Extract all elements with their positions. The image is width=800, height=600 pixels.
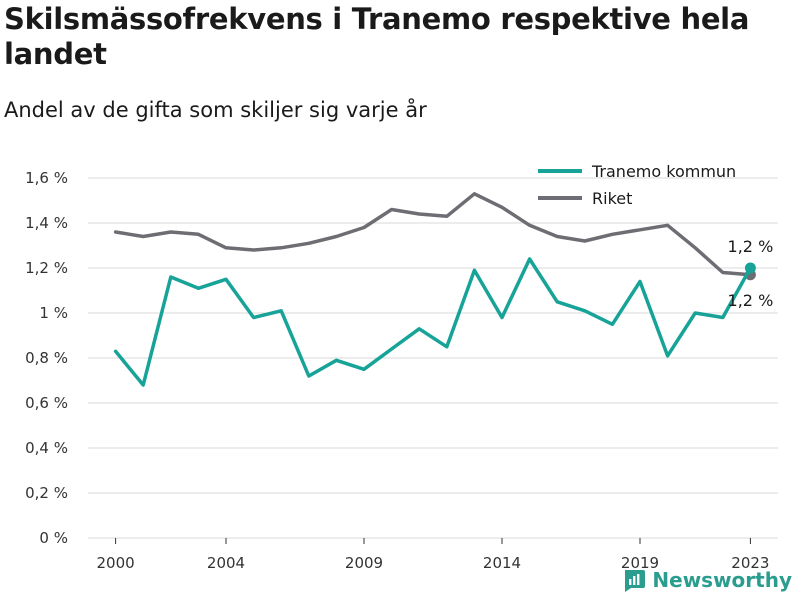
series-lines — [113, 192, 756, 387]
x-tick-label: 2023 — [731, 554, 769, 572]
end-label-riket: 1,2 % — [728, 291, 774, 310]
y-tick-label: 0,8 % — [25, 349, 68, 367]
data-point-tranemo-kommun — [744, 262, 756, 274]
x-tick-label: 2009 — [345, 554, 383, 572]
y-tick-label: 1 % — [39, 304, 68, 322]
x-tick-label: 2000 — [97, 554, 135, 572]
brand-name: Newsworthy — [652, 568, 792, 592]
end-labels: 1,2 % 1,2 % — [728, 237, 774, 310]
legend-label: Riket — [592, 189, 632, 208]
y-tick-label: 1,4 % — [25, 214, 68, 232]
x-tick-label: 2019 — [621, 554, 659, 572]
x-tick-label: 2014 — [483, 554, 521, 572]
legend-label: Tranemo kommun — [591, 162, 736, 181]
y-tick-label: 0,2 % — [25, 484, 68, 502]
legend: Tranemo kommun Riket — [538, 162, 736, 208]
chart-title: Skilsmässofrekvens i Tranemo respektive … — [4, 2, 750, 71]
series-line-tranemo-kommun — [113, 257, 753, 387]
x-tick-label: 2004 — [207, 554, 245, 572]
end-label-tranemo-kommun: 1,2 % — [728, 237, 774, 256]
chart-subtitle: Andel av de gifta som skiljer sig varje … — [4, 98, 427, 122]
y-tick-label: 0,4 % — [25, 439, 68, 457]
x-axis-ticks: 2000 2004 2009 2014 2019 2023 — [97, 538, 769, 572]
y-tick-label: 0,6 % — [25, 394, 68, 412]
series-line-riket — [113, 192, 753, 277]
y-tick-label: 1,2 % — [25, 259, 68, 277]
y-axis-ticks: 0 % 0,2 % 0,4 % 0,6 % 0,8 % 1 % 1,2 % 1,4 % 1,6 … — [25, 169, 68, 547]
newsworthy-logo-icon — [625, 570, 646, 592]
newsworthy-brand: Newsworthy — [622, 568, 792, 592]
grid-lines — [88, 177, 778, 539]
y-tick-label: 1,6 % — [25, 169, 68, 187]
y-tick-label: 0 % — [39, 529, 68, 547]
